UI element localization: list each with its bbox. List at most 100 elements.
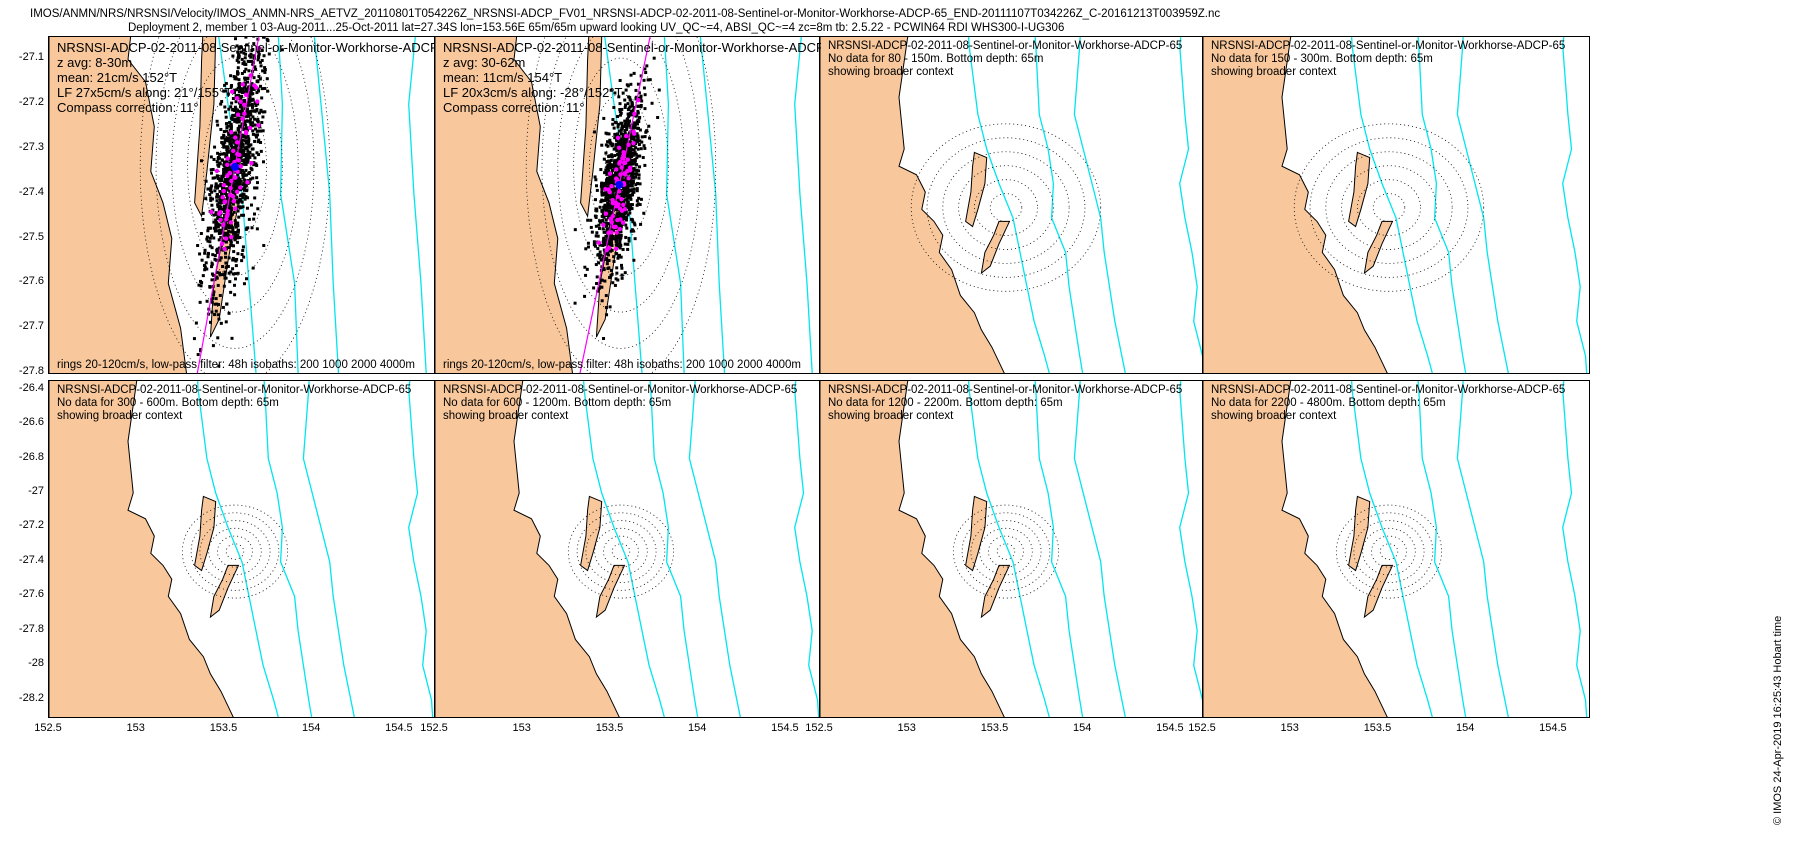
scatter-point (628, 203, 632, 207)
scatter-point (234, 179, 238, 183)
scatter-point (612, 163, 616, 167)
scatter-point (604, 151, 608, 155)
scatter-point (227, 234, 231, 238)
scatter-point (616, 221, 620, 225)
scatter-point (603, 181, 607, 185)
lowpass-point (631, 140, 636, 146)
scatter-point (236, 224, 240, 228)
scatter-point (246, 107, 250, 111)
scatter-point (218, 223, 222, 227)
scatter-point (233, 283, 237, 287)
scatter-point (612, 189, 616, 193)
scatter-point (611, 181, 615, 185)
scatter-point (266, 39, 270, 43)
scatter-point (602, 236, 606, 240)
scatter-point (573, 228, 577, 232)
scatter-point (592, 286, 596, 290)
panel-info-line: Compass correction: 11° (443, 100, 585, 115)
scatter-point (216, 203, 220, 207)
scatter-point (256, 207, 260, 211)
scatter-point (608, 199, 612, 203)
scatter-point (615, 142, 619, 146)
panel-info-line: z avg: 30-62m (443, 55, 526, 70)
scatter-point (630, 125, 634, 129)
scatter-point (621, 247, 625, 251)
scatter-point (619, 234, 623, 238)
scatter-point (634, 175, 638, 179)
lowpass-point (632, 111, 637, 117)
scatter-point (253, 65, 257, 69)
scatter-point (626, 121, 630, 125)
x-tick-label: 154 (687, 722, 707, 734)
scatter-point (248, 59, 252, 63)
scatter-point (234, 37, 238, 41)
isobath-2000m (699, 37, 726, 373)
lowpass-point (227, 170, 233, 176)
scatter-point (622, 191, 626, 195)
scatter-point (637, 196, 641, 200)
scatter-point (612, 229, 616, 233)
scatter-point (604, 168, 608, 172)
scatter-point (223, 140, 227, 144)
scatter-point (635, 163, 639, 167)
scatter-point (238, 236, 242, 240)
island (1348, 495, 1371, 572)
lowpass-point (225, 162, 230, 167)
scatter-point (255, 176, 259, 180)
scatter-point (630, 113, 634, 117)
isobath-4000m (408, 381, 434, 717)
lowpass-point (607, 171, 613, 176)
scatter-point (241, 176, 245, 180)
scatter-point (232, 117, 236, 121)
scatter-point (604, 143, 608, 147)
lowpass-point (617, 206, 623, 211)
scatter-point (239, 89, 243, 93)
scatter-point (219, 321, 223, 325)
scatter-point (233, 153, 237, 157)
scatter-point (257, 74, 261, 78)
scatter-point (227, 256, 231, 260)
scatter-point (228, 142, 232, 146)
scatter-point (618, 109, 622, 113)
scatter-point (243, 85, 247, 89)
scatter-point (216, 205, 220, 209)
scatter-point (225, 147, 229, 151)
scatter-point (225, 182, 229, 186)
scatter-point (595, 231, 599, 235)
scatter-point (227, 131, 231, 135)
scatter-point (627, 206, 631, 210)
scatter-point (226, 197, 230, 201)
y-tick-label: -27.8 (18, 622, 44, 635)
scatter-point (211, 176, 215, 180)
scatter-point (616, 208, 620, 212)
scatter-point (617, 235, 621, 239)
scatter-point (624, 223, 628, 227)
scatter-point (600, 258, 604, 262)
panel-info-line: No data for 1200 - 2200m. Bottom depth: … (828, 397, 1063, 409)
scatter-point (215, 302, 219, 306)
scatter-point (238, 194, 242, 198)
scatter-point (209, 198, 213, 202)
lowpass-point (616, 202, 621, 207)
scatter-point (198, 300, 202, 304)
lowpass-point (596, 240, 602, 245)
scatter-point (600, 143, 604, 147)
scatter-point (639, 94, 643, 98)
scatter-point (636, 147, 640, 151)
credit-text: © IMOS 24-Apr-2019 16:25:43 Hobart time (1772, 615, 1784, 825)
scatter-point (611, 122, 615, 126)
scatter-point (236, 70, 240, 74)
isobath-1000m (1034, 381, 1084, 717)
scatter-point (605, 165, 609, 169)
x-tick-label: 154 (1455, 722, 1475, 734)
scatter-point (617, 199, 621, 203)
lowpass-point (230, 148, 236, 154)
scatter-point (240, 133, 244, 137)
isobath-4000m (1179, 37, 1205, 373)
island (1363, 564, 1394, 619)
island (209, 564, 240, 619)
scatter-point (601, 212, 605, 216)
scatter-point (630, 155, 634, 159)
scatter-point (606, 195, 610, 199)
scatter-point (212, 236, 216, 240)
